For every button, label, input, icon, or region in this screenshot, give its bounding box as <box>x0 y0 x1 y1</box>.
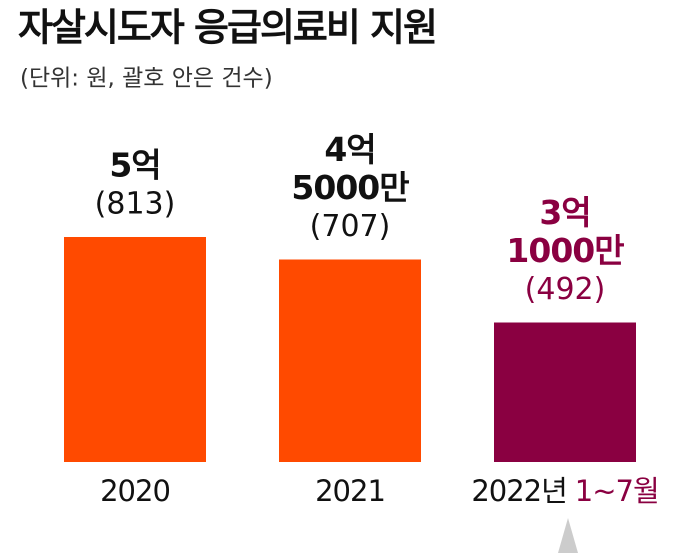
chart-title: 자살시도자 응급의료비 지원 <box>18 6 436 50</box>
category: 2022년 <box>471 474 566 508</box>
bar <box>279 259 421 462</box>
category-note: 1~7월 <box>575 474 659 508</box>
count-label: (707) <box>310 209 391 244</box>
bar <box>494 322 636 462</box>
x-tick-label: 2021 <box>315 474 385 508</box>
count-label: (492) <box>525 272 606 307</box>
value-label: 1000만 <box>506 231 624 270</box>
count-label: (813) <box>95 187 176 222</box>
bar <box>64 237 206 462</box>
value-label: 3억 <box>539 193 590 232</box>
chart-subtitle: (단위: 원, 괄호 안은 건수) <box>20 66 273 92</box>
pointer <box>558 518 578 553</box>
value-label: 4억 <box>324 130 375 169</box>
x-tick-label: 2020 <box>100 474 170 508</box>
value-label: 5억 <box>109 146 160 185</box>
value-label: 5000만 <box>291 168 409 207</box>
x-tick-label: 2022년 1~7월 <box>471 474 658 508</box>
